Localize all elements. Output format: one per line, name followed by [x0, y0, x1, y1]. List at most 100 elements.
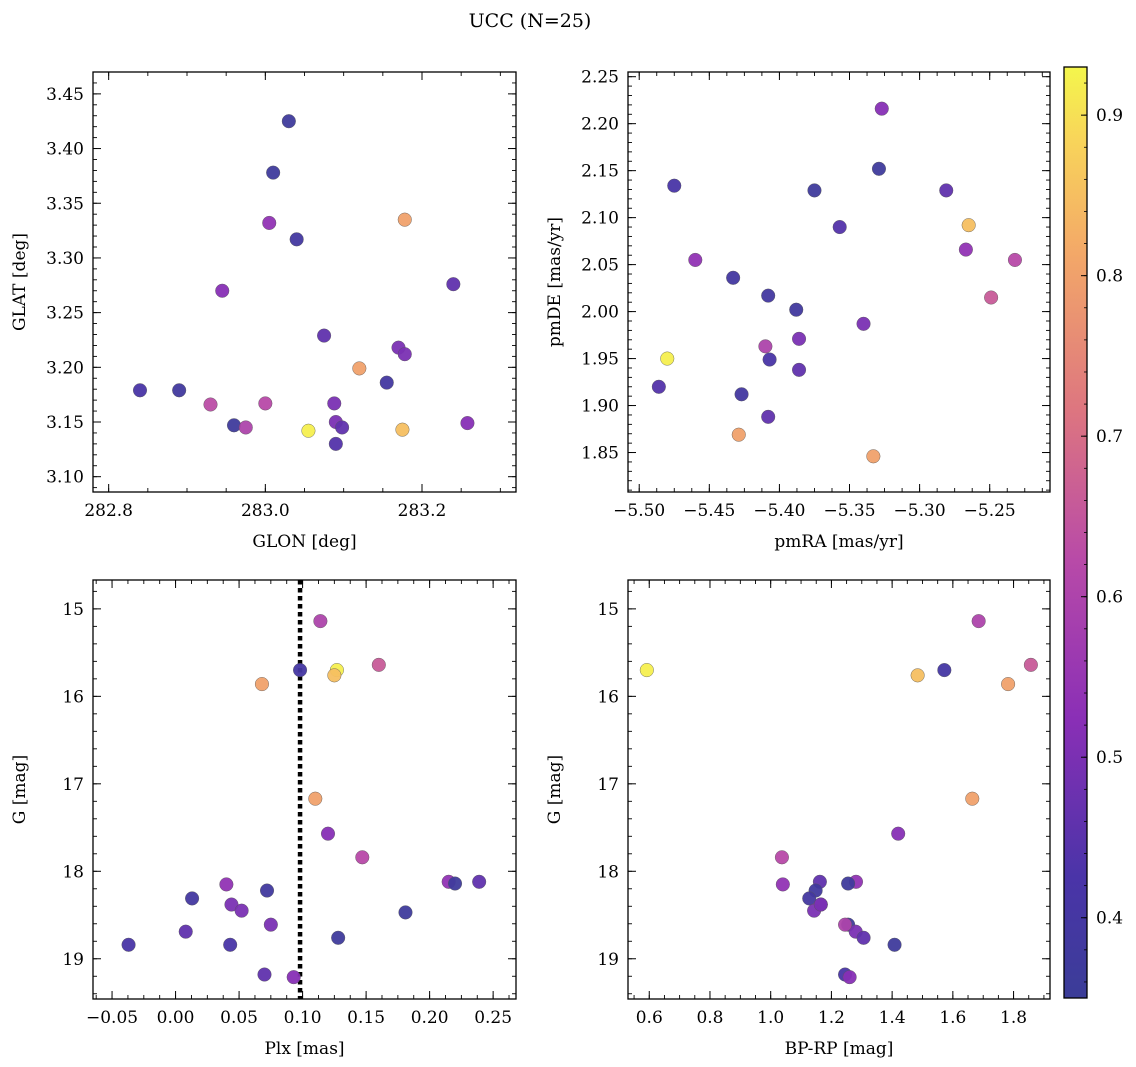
- data-point: [651, 379, 666, 394]
- y-tick-label: 3.40: [46, 140, 84, 160]
- data-point: [866, 449, 881, 464]
- colorbar-tick-label: 0.7: [1096, 427, 1123, 447]
- data-point: [289, 232, 304, 247]
- data-point: [1007, 252, 1022, 267]
- figure-title: UCC (N=25): [469, 10, 592, 32]
- y-axis-label: G [mag]: [10, 755, 30, 824]
- x-tick-label: 0.15: [347, 1008, 385, 1028]
- y-tick-label: 3.30: [46, 249, 84, 269]
- x-axis-label: GLON [deg]: [252, 532, 356, 552]
- x-tick-label: 0.25: [474, 1008, 512, 1028]
- data-point: [832, 220, 847, 235]
- data-point: [286, 970, 301, 985]
- x-tick-label: 1.2: [818, 1008, 845, 1028]
- y-axis-label: pmDE [mas/yr]: [545, 217, 565, 347]
- data-point: [761, 409, 776, 424]
- data-point: [397, 347, 412, 362]
- y-tick-label: 2.10: [581, 209, 619, 229]
- data-point: [258, 396, 273, 411]
- data-point: [371, 657, 386, 672]
- data-point: [910, 668, 925, 683]
- panel-proper-motion: −5.50 −5.45 −5.40 −5.35 −5.30 −5.25 1.85 1.90 1.…: [545, 68, 1051, 552]
- x-axis-label: Plx [mas]: [264, 1039, 344, 1059]
- colorbar: 0.4 0.5 0.6 0.7 0.8 0.9: [1063, 66, 1123, 999]
- data-point: [262, 215, 277, 230]
- y-tick-label: 3.45: [46, 85, 84, 105]
- y-tick-label: 18: [597, 862, 619, 882]
- data-point: [789, 302, 804, 317]
- y-tick-label: 2.05: [581, 256, 619, 276]
- x-tick-label: 282.8: [84, 501, 133, 521]
- colorbar-gradient: [1063, 66, 1088, 999]
- x-tick-label: −5.50: [613, 501, 665, 521]
- data-point: [352, 361, 367, 376]
- x-tick-label: −5.40: [753, 501, 805, 521]
- data-point: [792, 331, 807, 346]
- axes-frame: [92, 71, 517, 493]
- x-tick-label: 0.00: [157, 1008, 195, 1028]
- axes-frame: [92, 579, 517, 1000]
- data-point: [178, 924, 193, 939]
- data-point: [761, 288, 776, 303]
- y-tick-label: 2.25: [581, 68, 619, 88]
- y-tick-label: 3.15: [46, 413, 84, 433]
- x-tick-label: −5.30: [894, 501, 946, 521]
- y-tick-label: 15: [62, 600, 84, 620]
- y-tick-label: 2.15: [581, 162, 619, 182]
- data-point: [731, 427, 746, 442]
- data-point: [132, 383, 147, 398]
- colorbar-tick-label: 0.6: [1096, 588, 1123, 608]
- y-tick-label: 3.25: [46, 304, 84, 324]
- x-tick-label: 283.0: [241, 501, 290, 521]
- data-point: [238, 420, 253, 435]
- data-point: [281, 114, 296, 129]
- x-tick-label: −0.05: [86, 1008, 138, 1028]
- y-tick-label: 16: [62, 687, 84, 707]
- x-tick-label: −5.35: [823, 501, 875, 521]
- data-point: [257, 967, 272, 982]
- data-point: [185, 891, 200, 906]
- x-tick-label: −5.45: [683, 501, 735, 521]
- data-point: [472, 874, 487, 889]
- data-point: [219, 877, 234, 892]
- data-point: [301, 423, 316, 438]
- data-point: [726, 270, 741, 285]
- data-point: [327, 668, 342, 683]
- y-axis-label: G [mag]: [545, 755, 565, 824]
- axes-frame: [627, 579, 1051, 1000]
- data-point: [335, 420, 350, 435]
- y-tick-label: 3.20: [46, 358, 84, 378]
- data-point: [639, 663, 654, 678]
- x-tick-label: 1.6: [939, 1008, 966, 1028]
- y-axis-label: GLAT [deg]: [10, 233, 30, 331]
- data-point: [328, 436, 343, 451]
- data-point: [266, 165, 281, 180]
- data-point: [688, 252, 703, 267]
- data-point: [263, 917, 278, 932]
- data-point: [838, 917, 853, 932]
- data-point: [939, 183, 954, 198]
- data-point: [961, 218, 976, 233]
- y-tick-label: 16: [597, 687, 619, 707]
- data-point: [758, 339, 773, 354]
- data-point: [234, 903, 249, 918]
- data-point: [121, 937, 136, 952]
- data-point: [842, 970, 857, 985]
- y-tick-label: 19: [62, 950, 84, 970]
- y-tick-label: 17: [62, 775, 84, 795]
- data-point: [172, 383, 187, 398]
- data-point: [856, 316, 871, 331]
- data-point: [355, 850, 370, 865]
- data-point: [937, 663, 952, 678]
- colorbar-tick-label: 0.9: [1096, 106, 1123, 126]
- x-axis-label: BP-RP [mag]: [785, 1039, 894, 1059]
- data-point: [984, 290, 999, 305]
- data-point: [308, 791, 323, 806]
- data-point: [660, 351, 675, 366]
- y-tick-label: 1.90: [581, 397, 619, 417]
- data-point: [1023, 657, 1038, 672]
- data-point: [226, 418, 241, 433]
- data-point: [460, 416, 475, 431]
- data-point: [293, 663, 308, 678]
- data-point: [965, 791, 980, 806]
